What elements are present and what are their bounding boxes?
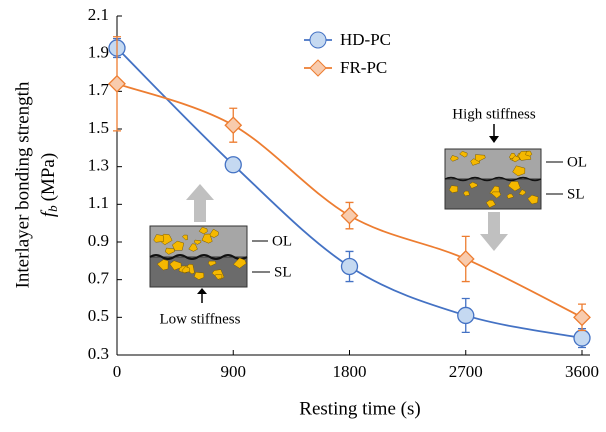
annotation: SL xyxy=(274,264,292,280)
aggregate xyxy=(181,266,190,274)
aggregate xyxy=(233,257,247,269)
interface-left xyxy=(149,254,248,260)
aggregate xyxy=(156,259,169,271)
x-tick-label: 3600 xyxy=(565,362,599,381)
aggregate xyxy=(169,260,182,271)
annotation: High stiffness xyxy=(452,106,536,122)
legend-marker xyxy=(309,59,327,77)
aggregate xyxy=(153,234,164,243)
y-unit: (MPa) xyxy=(38,153,59,202)
legend-label: HD-PC xyxy=(340,30,391,49)
y-tick-label: 1.7 xyxy=(88,80,110,99)
y-tick-label: 1.5 xyxy=(88,118,109,137)
marker xyxy=(224,156,242,174)
aggregate xyxy=(485,199,496,208)
aggregate xyxy=(491,191,502,199)
y-tick-label: 1.1 xyxy=(88,193,109,212)
aggregate xyxy=(525,150,533,157)
gray-arrow-up xyxy=(186,184,214,222)
aggregate xyxy=(512,165,526,177)
arrowhead xyxy=(489,136,499,143)
aggregate xyxy=(468,181,478,189)
y-subscript: b xyxy=(45,205,60,212)
x-tick-label: 900 xyxy=(221,362,247,381)
aggregate xyxy=(214,274,223,280)
aggregate xyxy=(475,154,486,162)
annotation: Low stiffness xyxy=(160,311,241,327)
gray-arrow-down xyxy=(480,212,508,251)
x-axis-label: Resting time (s) xyxy=(299,398,420,419)
aggregate xyxy=(506,193,514,199)
aggregate xyxy=(198,226,208,235)
interface-right xyxy=(444,176,542,182)
aggregate xyxy=(201,233,213,244)
x-tick-label: 2700 xyxy=(449,362,483,381)
aggregate xyxy=(448,185,458,193)
marker xyxy=(573,329,591,347)
y-tick-label: 0.7 xyxy=(88,269,110,288)
aggregate xyxy=(182,234,188,241)
marker xyxy=(340,257,359,276)
y-tick-label: 0.5 xyxy=(88,306,109,325)
marker xyxy=(340,206,359,225)
y-tick-label: 1.3 xyxy=(88,156,109,175)
y-axis-label: Interlayer bonding strength xyxy=(12,81,33,288)
aggregate xyxy=(527,194,539,205)
legend-label: FR-PC xyxy=(340,58,387,77)
aggregate xyxy=(463,190,470,197)
insets: OL SL OL SL Low stiffness High stiffness xyxy=(149,106,587,327)
annotation: OL xyxy=(272,233,292,249)
aggregate xyxy=(207,260,217,267)
marker xyxy=(457,306,475,325)
aggregate xyxy=(171,240,185,251)
y-tick-label: 2.1 xyxy=(88,5,109,24)
y-tick-label: 0.9 xyxy=(88,231,109,250)
aggregate xyxy=(193,239,202,245)
aggregate xyxy=(193,271,205,280)
aggregate xyxy=(459,150,468,158)
y-tick-label: 1.9 xyxy=(88,43,109,62)
annotation: OL xyxy=(567,154,587,170)
marker xyxy=(224,116,243,135)
aggregate xyxy=(511,155,520,163)
aggregate xyxy=(507,181,521,192)
arrowhead xyxy=(197,288,207,294)
aggregate xyxy=(518,189,526,196)
aggregate xyxy=(449,155,459,162)
x-tick-label: 0 xyxy=(113,362,122,381)
y-symbol: f xyxy=(38,209,59,217)
aggregate xyxy=(208,228,219,238)
marker xyxy=(456,250,475,268)
marker xyxy=(108,74,126,93)
aggregate xyxy=(188,243,198,252)
y-tick-label: 0.3 xyxy=(88,344,109,363)
annotation: SL xyxy=(567,186,585,202)
legend-marker xyxy=(309,31,327,49)
x-tick-label: 1800 xyxy=(333,362,367,381)
y-axis-unit: fb (MPa) xyxy=(38,153,60,217)
marker xyxy=(573,308,591,327)
